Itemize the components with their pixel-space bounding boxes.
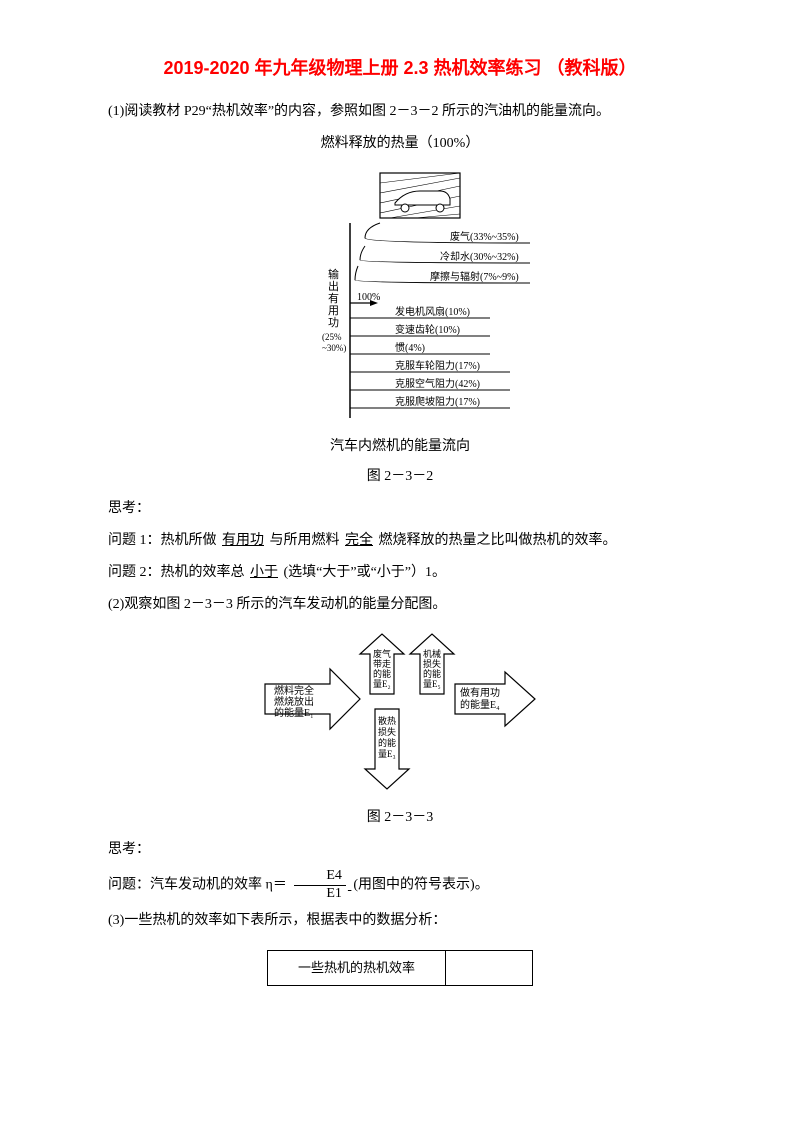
svg-text:机械 损失 的能: 机械 损失 的能 量E₅ bbox=[423, 648, 443, 689]
q1-blank1: 有用功 bbox=[220, 533, 266, 548]
question-2: 问题 2：热机的效率总 小于 (选填“大于”或“小于”）1。 bbox=[80, 559, 720, 587]
q1-blank2: 完全 bbox=[343, 533, 375, 548]
eff-den: E1 bbox=[294, 886, 346, 903]
para-2: (2)观察如图 2－3－3 所示的汽车发动机的能量分配图。 bbox=[80, 591, 720, 619]
branch-b2: 惯(4%) bbox=[395, 341, 425, 354]
svg-text:废气 带走 的能: 废气 带走 的能 量E₂ bbox=[373, 648, 393, 689]
q2-blank: 小于 bbox=[248, 565, 280, 580]
branch-b0: 发电机风扇(10%) bbox=[395, 305, 470, 318]
q1-pre: 问题 1：热机所做 bbox=[108, 533, 217, 548]
q2-post: (选填“大于”或“小于”）1。 bbox=[284, 565, 447, 580]
diagram1-caption2: 图 2－3－2 bbox=[80, 463, 720, 491]
efficiency-question: 问题：汽车发动机的效率 η＝ E4 E1 (用图中的符号表示)。 bbox=[80, 868, 720, 903]
q1-mid: 与所用燃料 bbox=[270, 533, 340, 548]
branch-exhaust: 废气(33%~35%) bbox=[450, 230, 519, 243]
svg-text:燃料完全 燃烧放出 的能量E: 燃料完全 燃烧放出 的能量E₁ bbox=[274, 684, 317, 719]
diagram1-caption1: 汽车内燃机的能量流向 bbox=[80, 433, 720, 461]
vertical-label: 输 出 有 用 功 (25% ~30%) bbox=[322, 267, 346, 353]
question-1: 问题 1：热机所做 有用功 与所用燃料 完全 燃烧释放的热量之比叫做热机的效率。 bbox=[80, 527, 720, 555]
branch-b5: 克服爬坡阻力(17%) bbox=[395, 395, 480, 408]
q1-post: 燃烧释放的热量之比叫做热机的效率。 bbox=[379, 533, 617, 548]
q2-pre: 问题 2：热机的效率总 bbox=[108, 565, 245, 580]
energy-flow-diagram: 废气(33%~35%) 冷却水(30%~32%) 摩擦与辐射(7%~9%) 10… bbox=[80, 168, 720, 428]
table-empty-cell bbox=[446, 950, 533, 985]
eff-blank: E4 E1 bbox=[290, 878, 353, 893]
efficiency-table: 一些热机的热机效率 bbox=[267, 950, 533, 986]
para-3: (3)一些热机的效率如下表所示，根据表中的数据分析： bbox=[80, 907, 720, 935]
branch-b4: 克服空气阻力(42%) bbox=[395, 377, 480, 390]
branch-b1: 变速齿轮(10%) bbox=[395, 323, 460, 336]
branch-cooling: 冷却水(30%~32%) bbox=[440, 250, 519, 263]
think-label-2: 思考： bbox=[80, 836, 720, 864]
branch-b3: 克服车轮阻力(17%) bbox=[395, 359, 480, 372]
think-label-1: 思考： bbox=[80, 495, 720, 523]
center-100: 100% bbox=[357, 292, 380, 303]
page-title: 2019-2020 年九年级物理上册 2.3 热机效率练习 （教科版） bbox=[80, 50, 720, 86]
eff-pre: 问题：汽车发动机的效率 η＝ bbox=[108, 878, 287, 893]
energy-distribution-diagram: 燃料完全 燃烧放出 的能量E₁ 废气 带走 的能 量E₂ 散热 损失 的能 量E… bbox=[80, 629, 720, 799]
svg-text:做有用功 的能量E₄: 做有用功 的能量E₄ bbox=[460, 686, 503, 711]
fuel-release-caption: 燃料释放的热量（100%） bbox=[80, 130, 720, 158]
eff-num: E4 bbox=[294, 868, 346, 886]
intro-paragraph: (1)阅读教材 P29“热机效率”的内容，参照如图 2－3－2 所示的汽油机的能… bbox=[80, 98, 720, 126]
eff-post: (用图中的符号表示)。 bbox=[353, 878, 488, 893]
document-page: 2019-2020 年九年级物理上册 2.3 热机效率练习 （教科版） (1)阅… bbox=[0, 0, 800, 1026]
table-header-cell: 一些热机的热机效率 bbox=[267, 950, 445, 985]
diagram2-caption: 图 2－3－3 bbox=[80, 804, 720, 832]
branch-friction: 摩擦与辐射(7%~9%) bbox=[430, 270, 519, 283]
